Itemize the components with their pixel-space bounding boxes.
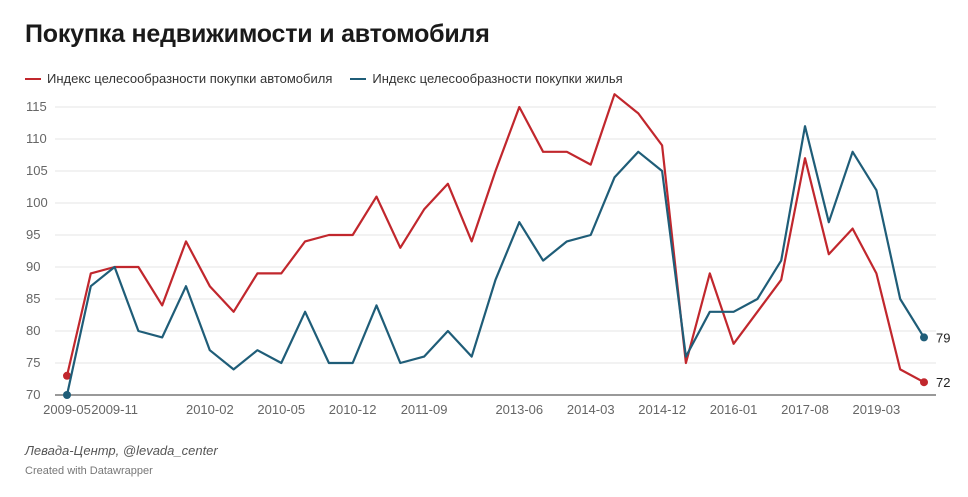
x-tick-label: 2009-05 (43, 402, 91, 417)
series-end-label: 72 (936, 375, 950, 390)
series-end-point (920, 333, 928, 342)
y-tick-label: 95 (26, 227, 40, 242)
y-tick-label: 85 (26, 291, 40, 306)
y-tick-label: 105 (26, 163, 48, 178)
chart-title: Покупка недвижимости и автомобиля (25, 20, 490, 48)
y-tick-label: 75 (26, 355, 40, 370)
x-tick-label: 2016-01 (710, 402, 758, 417)
x-tick-label: 2010-02 (186, 402, 234, 417)
x-tick-label: 2010-05 (257, 402, 305, 417)
x-tick-label: 2017-08 (781, 402, 829, 417)
series-start-point (63, 391, 71, 399)
y-tick-label: 100 (26, 195, 48, 210)
series-line-housing (65, 125, 925, 396)
series-end-label: 79 (936, 330, 950, 345)
x-tick-label: 2019-03 (853, 402, 901, 417)
legend-swatch-car (25, 77, 41, 80)
line-chart: 70 75 80 85 90 95 100 105 110 115 2009-05 2009-11 20… (26, 93, 950, 417)
y-tick-label: 80 (26, 323, 40, 338)
y-tick-label: 115 (26, 99, 47, 114)
x-tick-label: 2010-12 (329, 402, 377, 417)
y-tick-label: 70 (26, 387, 40, 402)
x-tick-label: 2009-11 (91, 402, 138, 417)
legend-item-car: Индекс целесообразности покупки автомоби… (25, 71, 332, 86)
x-tick-label: 2014-12 (638, 402, 686, 417)
x-tick-label: 2013-06 (495, 402, 543, 417)
legend-swatch-housing (350, 77, 367, 80)
x-tick-label: 2014-03 (567, 402, 615, 417)
x-tick-label: 2011-09 (401, 402, 448, 417)
credit-note: Created with Datawrapper (25, 465, 153, 477)
legend-label-housing: Индекс целесообразности покупки жилья (372, 71, 623, 86)
y-tick-label: 110 (26, 131, 47, 146)
source-note: Левада-Центр, @levada_center (25, 443, 218, 458)
series-line-car (65, 93, 925, 384)
series-end-point (920, 378, 928, 387)
legend-item-housing: Индекс целесообразности покупки жилья (350, 71, 623, 86)
chart-legend: Индекс целесообразности покупки автомоби… (25, 71, 641, 86)
series-start-point (63, 371, 71, 380)
legend-label-car: Индекс целесообразности покупки автомоби… (47, 71, 333, 86)
y-tick-label: 90 (26, 259, 40, 274)
